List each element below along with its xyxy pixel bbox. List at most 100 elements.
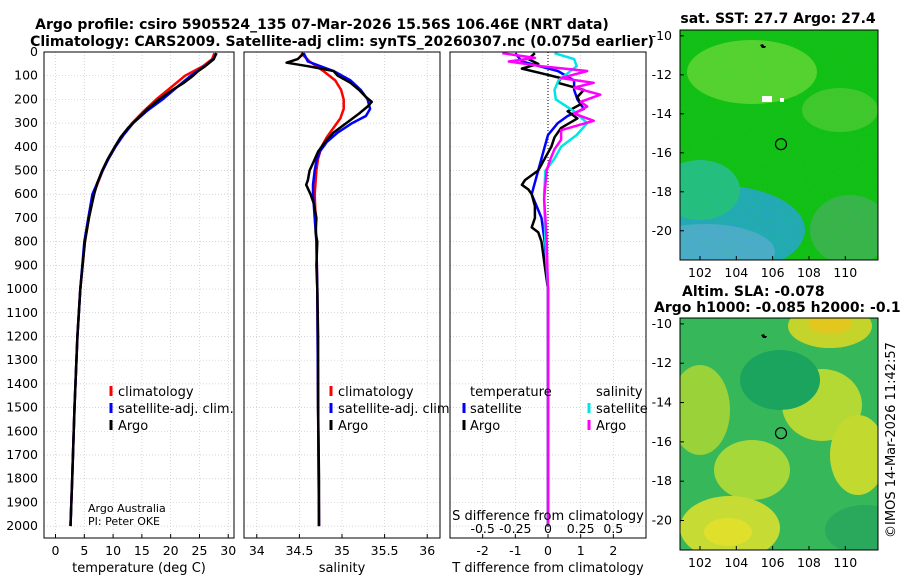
map-y-tick-label: -12 [652, 67, 672, 82]
temperature-x-ticks: 0 5 10 15 20 25 30 [52, 534, 236, 558]
salinity-legend: climatology satellite-adj. clim. Argo [329, 385, 454, 434]
sla-argo-location-marker [774, 427, 788, 440]
salinity-panel: 34 34.5 35 35.5 36 salinity climatology sate… [243, 51, 454, 576]
y-tick-label: 800 [14, 234, 38, 249]
temperature-axes-frame [43, 51, 235, 539]
sla-high-far-east [830, 415, 878, 495]
y-tick-label: 600 [14, 186, 38, 201]
legend-title-temperature: temperature [470, 385, 552, 400]
legend-label-climatology: climatology [338, 385, 414, 400]
map-x-tick-label: 108 [797, 265, 821, 280]
sla-high-west [680, 365, 730, 455]
top-tick-label: 0 [544, 521, 552, 536]
map-x-tick-label: 106 [761, 555, 785, 570]
sst-pixel-texture [680, 30, 878, 260]
y-tick-label: 300 [14, 115, 38, 130]
sla-map-frame [679, 317, 879, 551]
x-tick-label: -1 [509, 543, 521, 558]
y-tick-label: 400 [14, 139, 38, 154]
y-tick-label: 1200 [6, 328, 38, 343]
difference-legend-temperature: temperature satellite Argo [462, 385, 552, 434]
map-x-tick-label: 102 [688, 265, 712, 280]
map-y-tick-label: -16 [652, 434, 672, 449]
map-y-tick-label: -18 [652, 473, 672, 488]
sst-island-marker [760, 44, 766, 48]
sst-missing-data-patch [762, 96, 772, 102]
temperature-y-ticks: 0 100 200 300 400 500 600 700 800 900 1000 1100 1200… [6, 44, 38, 533]
y-tick-label: 1400 [6, 376, 38, 391]
sst-map-title: sat. SST: 27.7 Argo: 27.4 [680, 11, 876, 27]
map-x-tick-label: 110 [833, 555, 857, 570]
copyright-stamp: ©IMOS 14-Mar-2026 11:42:57 [884, 342, 899, 538]
sla-highest-north [808, 318, 852, 334]
x-tick-label: 34.5 [285, 543, 313, 558]
y-tick-label: 0 [30, 44, 38, 59]
credit-line1: Argo Australia [88, 502, 166, 515]
map-y-tick-label: -10 [652, 28, 672, 43]
map-x-tick-label: 102 [688, 555, 712, 570]
series-line-s-argo [502, 51, 602, 527]
legend-label-satellite: satellite-adj. clim. [118, 402, 234, 417]
legend-label-argo: Argo [118, 419, 148, 434]
sla-x-ticks: 102 104 106 108 110 [688, 546, 857, 570]
x-tick-label: 35.5 [371, 543, 399, 558]
salinity-grid [244, 51, 440, 538]
map-y-tick-label: -16 [652, 145, 672, 160]
difference-panel: -2 -1 0 1 2 -0.5 -0.25 0 0.25 0.5 S difference f… [449, 51, 648, 576]
y-tick-label: 1600 [6, 423, 38, 438]
y-tick-label: 1800 [6, 471, 38, 486]
y-tick-label: 1900 [6, 494, 38, 509]
x-tick-label: 30 [220, 543, 236, 558]
sla-low-southeast [825, 505, 878, 550]
figure-title-line1: Argo profile: csiro 5905524_135 07-Mar-2… [35, 17, 609, 33]
y-tick-label: 1300 [6, 352, 38, 367]
series-line-t-argo [520, 52, 586, 527]
y-tick-label: 900 [14, 257, 38, 272]
legend-label-s-satellite: satellite [596, 402, 648, 417]
map-y-tick-label: -14 [652, 106, 672, 121]
sst-missing-data-pixel [780, 98, 784, 102]
legend-label-s-argo: Argo [596, 419, 626, 434]
legend-label-climatology: climatology [118, 385, 194, 400]
figure-title-line2: Climatology: CARS2009. Satellite-adj cli… [30, 34, 654, 50]
top-tick-label: -0.5 [470, 521, 494, 536]
y-tick-label: 100 [14, 68, 38, 83]
map-y-tick-label: -18 [652, 184, 672, 199]
credit-line2: PI: Peter OKE [88, 515, 160, 528]
difference-legend-salinity: salinity satellite Argo [587, 385, 648, 434]
temperature-lines [69, 52, 218, 527]
sla-map-title-line2: Argo h1000: -0.085 h2000: -0.11 [654, 300, 900, 316]
top-tick-label: -0.25 [499, 521, 531, 536]
series-line-argo [69, 52, 218, 527]
x-tick-label: 20 [163, 543, 179, 558]
y-tick-label: 1000 [6, 281, 38, 296]
sla-highest-south [704, 518, 752, 546]
sla-low-center [740, 350, 820, 410]
salinity-lines [285, 52, 374, 527]
y-tick-label: 200 [14, 91, 38, 106]
legend-label-argo: Argo [338, 419, 368, 434]
map-y-tick-label: -10 [652, 316, 672, 331]
temperature-grid [44, 51, 234, 538]
y-tick-label: 1500 [6, 400, 38, 415]
temperature-panel: 0 5 10 15 20 25 30 0 100 200 300 400 500 600 700 800 90… [6, 44, 236, 576]
sla-map-field [680, 318, 878, 550]
sst-map-frame [679, 29, 879, 261]
sst-x-ticks: 102 104 106 108 110 [688, 256, 857, 280]
map-x-tick-label: 110 [833, 265, 857, 280]
y-tick-label: 700 [14, 210, 38, 225]
difference-x-label: T difference from climatology [451, 561, 644, 576]
top-tick-label: 0.25 [567, 521, 595, 536]
x-tick-label: 0 [544, 543, 552, 558]
x-tick-label: 15 [134, 543, 150, 558]
legend-title-salinity: salinity [596, 385, 643, 400]
x-tick-label: -2 [476, 543, 488, 558]
map-x-tick-label: 106 [761, 265, 785, 280]
temperature-plot-bg [44, 52, 234, 538]
legend-label-satellite: satellite-adj. clim. [338, 402, 454, 417]
x-tick-label: 2 [609, 543, 617, 558]
sst-map-panel: sat. SST: 27.7 Argo: 27.4 102 104 106 108 11… [652, 11, 879, 280]
map-x-tick-label: 108 [797, 555, 821, 570]
x-tick-label: 5 [80, 543, 88, 558]
